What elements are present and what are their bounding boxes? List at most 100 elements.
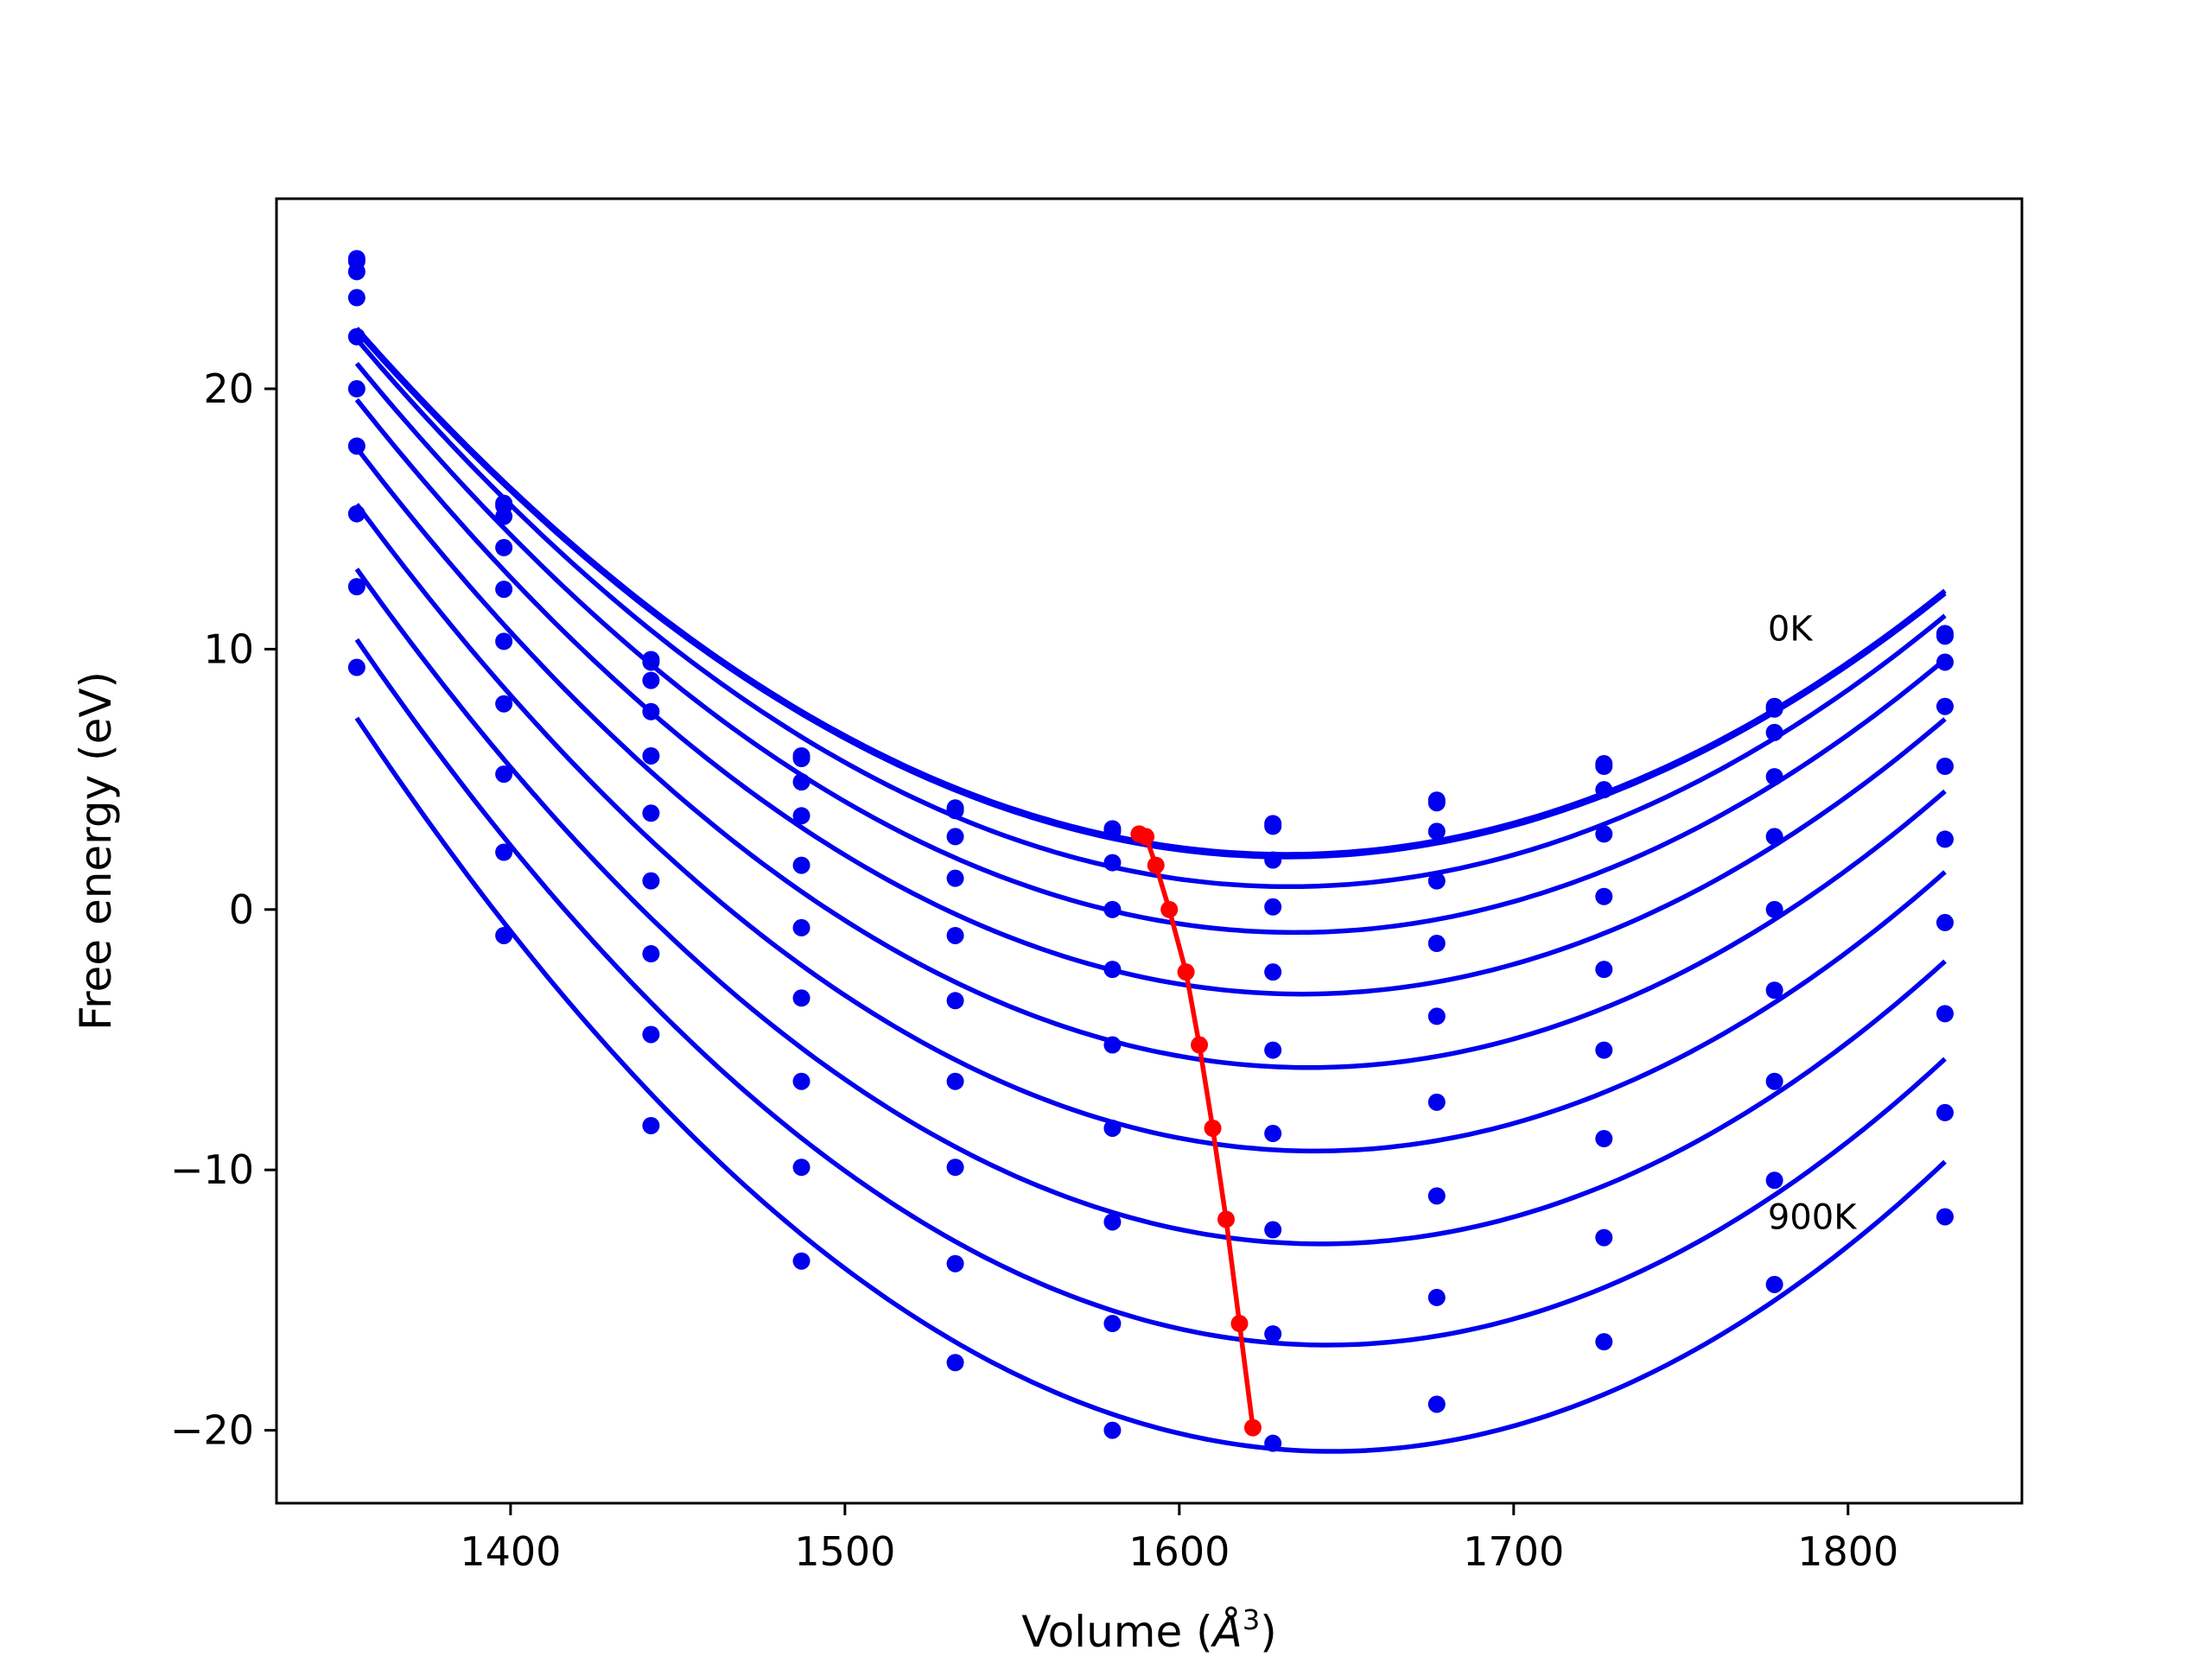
fit-curve-7 bbox=[354, 568, 1947, 1247]
data-point bbox=[1765, 1275, 1783, 1293]
data-point bbox=[792, 750, 810, 768]
data-point bbox=[1765, 828, 1783, 846]
x-axis-label-close: ) bbox=[1260, 1607, 1277, 1657]
data-point bbox=[1264, 1325, 1282, 1343]
data-point bbox=[1765, 1072, 1783, 1090]
data-point bbox=[1103, 854, 1122, 872]
data-point bbox=[792, 1072, 810, 1090]
fit-curve-8 bbox=[354, 638, 1947, 1348]
annotation-label: 900K bbox=[1768, 1197, 1858, 1237]
minimum-path-point bbox=[1243, 1419, 1262, 1437]
minimum-path-point bbox=[1230, 1315, 1249, 1333]
data-point bbox=[1595, 887, 1613, 905]
data-point bbox=[1427, 1288, 1446, 1306]
fit-curve-2 bbox=[354, 337, 1947, 890]
data-point bbox=[347, 327, 365, 346]
y-tick-label: 20 bbox=[203, 365, 254, 412]
x-axis-label-exponent: 3 bbox=[1243, 1603, 1260, 1636]
minimum-path-point bbox=[1160, 900, 1179, 918]
data-point bbox=[1936, 1005, 1954, 1023]
data-point bbox=[1427, 934, 1446, 952]
data-point bbox=[1765, 981, 1783, 1000]
data-point bbox=[347, 505, 365, 523]
x-tick-label: 1500 bbox=[794, 1528, 895, 1575]
data-point bbox=[1595, 1130, 1613, 1148]
data-point bbox=[1264, 898, 1282, 916]
data-point bbox=[1427, 1187, 1446, 1205]
data-point bbox=[946, 869, 964, 887]
data-point bbox=[1936, 1103, 1954, 1121]
minimum-path-point bbox=[1137, 828, 1155, 846]
data-point bbox=[1427, 1093, 1446, 1111]
data-point bbox=[1103, 822, 1122, 841]
data-point bbox=[1103, 1119, 1122, 1137]
data-point bbox=[1765, 723, 1783, 741]
data-point bbox=[1103, 900, 1122, 918]
annotations: 0K 900K bbox=[1768, 609, 1858, 1237]
data-point bbox=[1103, 1421, 1122, 1439]
data-point bbox=[347, 658, 365, 676]
data-point bbox=[1264, 851, 1282, 869]
fit-curve-6 bbox=[354, 503, 1947, 1154]
data-point bbox=[1595, 758, 1613, 776]
annotation-label: 0K bbox=[1768, 609, 1814, 649]
data-point bbox=[347, 263, 365, 281]
data-point bbox=[946, 992, 964, 1010]
data-point bbox=[642, 872, 660, 890]
data-point bbox=[495, 538, 513, 556]
data-point bbox=[495, 632, 513, 651]
data-point bbox=[1765, 900, 1783, 918]
data-point bbox=[1936, 913, 1954, 931]
data-point bbox=[1765, 1171, 1783, 1190]
data-point bbox=[1595, 1333, 1613, 1351]
data-point bbox=[1936, 1208, 1954, 1226]
minimum-path-point bbox=[1217, 1210, 1236, 1228]
data-point bbox=[642, 1116, 660, 1134]
data-point bbox=[946, 926, 964, 944]
data-points bbox=[347, 250, 1954, 1452]
data-point bbox=[1427, 822, 1446, 841]
minimum-path-point bbox=[1204, 1119, 1222, 1137]
data-point bbox=[1595, 1041, 1613, 1059]
x-axis: 1400 1500 1600 1700 1800 bbox=[460, 1503, 1898, 1575]
x-tick-label: 1700 bbox=[1463, 1528, 1564, 1575]
data-point bbox=[1264, 1125, 1282, 1143]
data-point bbox=[642, 702, 660, 720]
data-point bbox=[347, 289, 365, 307]
data-point bbox=[1595, 825, 1613, 843]
data-point bbox=[1103, 1213, 1122, 1231]
data-point bbox=[792, 807, 810, 825]
data-point bbox=[792, 1252, 810, 1270]
y-tick-label: 0 bbox=[229, 886, 254, 933]
data-point bbox=[495, 843, 513, 861]
y-axis: 20 10 0 −10 −20 bbox=[170, 365, 276, 1454]
data-point bbox=[1427, 1395, 1446, 1413]
data-point bbox=[642, 653, 660, 671]
plot-frame bbox=[275, 197, 2024, 1505]
data-point bbox=[347, 437, 365, 455]
data-point bbox=[792, 856, 810, 874]
y-tick-label: −10 bbox=[170, 1146, 254, 1193]
data-point bbox=[946, 1354, 964, 1372]
data-point bbox=[495, 695, 513, 713]
data-point bbox=[792, 1158, 810, 1177]
y-tick-label: −20 bbox=[170, 1407, 254, 1454]
data-point bbox=[1264, 1221, 1282, 1239]
data-point bbox=[495, 507, 513, 525]
data-point bbox=[1264, 1434, 1282, 1452]
data-point bbox=[1264, 963, 1282, 981]
data-point bbox=[1103, 1036, 1122, 1054]
minimum-path-line bbox=[1138, 831, 1255, 1428]
data-point bbox=[1595, 961, 1613, 979]
data-point bbox=[1936, 653, 1954, 671]
minimum-path-point bbox=[1147, 856, 1165, 874]
data-point bbox=[1103, 961, 1122, 979]
data-point bbox=[946, 1072, 964, 1090]
y-tick-label: 10 bbox=[203, 625, 254, 672]
minimum-path bbox=[1130, 825, 1262, 1437]
data-point bbox=[1765, 700, 1783, 718]
data-point bbox=[1427, 872, 1446, 890]
data-point bbox=[495, 581, 513, 599]
data-point bbox=[495, 926, 513, 944]
